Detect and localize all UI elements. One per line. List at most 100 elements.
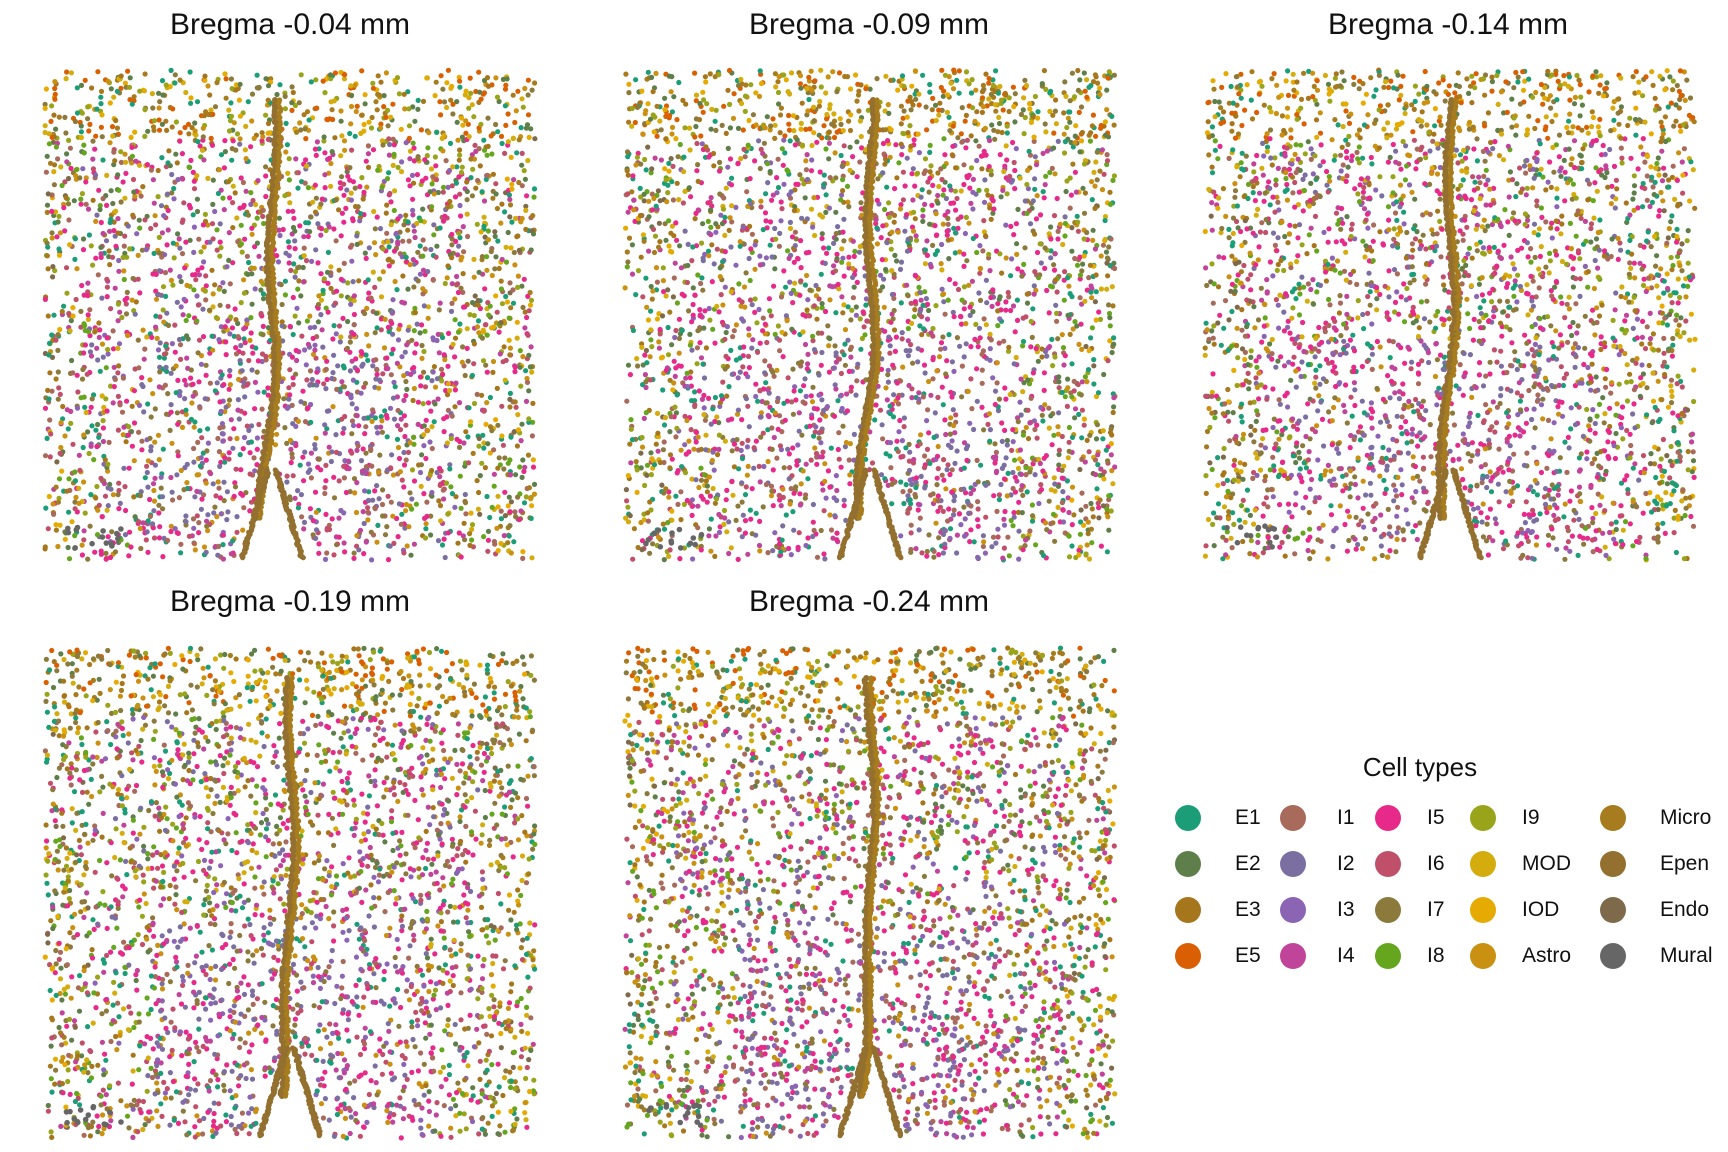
cell-point — [78, 82, 85, 88]
cell-point — [325, 249, 331, 255]
cell-point — [91, 457, 97, 463]
cell-point — [307, 506, 313, 512]
cell-point — [103, 556, 109, 562]
cell-point — [507, 202, 514, 208]
cell-point — [217, 399, 223, 405]
cell-point — [324, 426, 330, 432]
cell-point — [477, 473, 483, 479]
cell-point — [524, 193, 530, 199]
cell-point — [320, 344, 326, 350]
cell-point — [177, 342, 184, 348]
cell-point — [469, 102, 475, 108]
cell-point — [918, 473, 924, 479]
cell-point — [360, 509, 366, 515]
cell-point — [659, 482, 665, 488]
cell-point — [1089, 179, 1095, 185]
cell-point — [370, 269, 376, 275]
cell-point — [98, 124, 104, 130]
cell-point — [375, 430, 381, 436]
cell-point — [316, 541, 322, 547]
cell-point — [283, 149, 289, 155]
cell-point — [523, 207, 529, 213]
panel-title-2: Bregma -0.09 mm — [748, 8, 990, 41]
cell-point — [361, 384, 367, 390]
cell-point — [203, 297, 209, 303]
cell-point — [831, 111, 837, 117]
cell-point — [85, 293, 91, 299]
cell-point — [415, 421, 421, 427]
cell-point — [323, 227, 329, 234]
cell-point — [377, 276, 383, 282]
cell-point — [125, 432, 131, 438]
cell-point — [898, 300, 904, 306]
cell-point — [716, 446, 722, 452]
cell-point — [1051, 262, 1057, 268]
cell-point — [113, 208, 119, 214]
cell-point — [43, 86, 49, 92]
cell-point — [224, 264, 230, 270]
cell-point — [227, 195, 233, 201]
cell-point — [79, 552, 85, 558]
cell-point — [898, 533, 904, 539]
cell-point — [121, 243, 127, 249]
cell-point — [79, 110, 85, 116]
cell-point — [96, 334, 102, 340]
cell-point — [210, 291, 216, 297]
cell-point — [421, 369, 427, 375]
cell-point — [329, 107, 335, 113]
cell-point — [131, 189, 137, 195]
cell-point — [417, 469, 424, 476]
cell-point — [107, 228, 113, 234]
cell-point — [315, 366, 321, 372]
cell-point — [356, 278, 362, 284]
cell-point — [441, 496, 447, 502]
cell-point — [387, 405, 394, 411]
cell-point — [237, 358, 243, 364]
cell-point — [423, 455, 429, 462]
cell-point — [221, 382, 227, 388]
cell-point — [395, 216, 401, 222]
cell-point — [403, 393, 409, 399]
cell-point — [772, 122, 778, 128]
cell-point — [663, 237, 669, 243]
cell-point — [643, 108, 649, 114]
cell-point — [87, 523, 93, 529]
cell-point — [469, 300, 476, 306]
cell-point — [676, 197, 682, 203]
cell-point — [470, 450, 476, 456]
cell-point — [220, 431, 226, 437]
cell-point — [217, 253, 223, 259]
cell-point — [734, 411, 741, 417]
cell-point — [110, 200, 116, 207]
cell-point — [347, 130, 353, 137]
cell-point — [1048, 248, 1054, 254]
cell-point — [412, 118, 418, 124]
cell-point — [947, 526, 954, 532]
cell-point — [415, 156, 421, 162]
cell-point — [342, 549, 348, 555]
cell-point — [410, 212, 416, 218]
cell-point — [304, 377, 310, 383]
cell-point — [1050, 363, 1056, 369]
cell-point — [338, 293, 344, 299]
cell-point — [196, 520, 202, 526]
cell-point — [204, 523, 210, 529]
cell-point — [205, 512, 211, 518]
cell-point — [949, 394, 955, 400]
cell-point — [439, 378, 445, 384]
cell-point — [356, 423, 362, 429]
cell-point — [354, 413, 360, 419]
cell-point — [421, 303, 427, 309]
cell-point — [390, 136, 396, 142]
cell-point — [168, 402, 174, 408]
cell-point — [365, 277, 371, 283]
cell-point — [1100, 242, 1106, 248]
cell-point — [376, 385, 382, 391]
cell-point — [458, 115, 465, 121]
cell-point — [138, 193, 144, 199]
cell-point — [218, 152, 225, 158]
cell-point — [401, 397, 407, 403]
cell-point — [361, 551, 367, 557]
cell-point — [112, 549, 119, 555]
cell-point — [165, 391, 171, 397]
